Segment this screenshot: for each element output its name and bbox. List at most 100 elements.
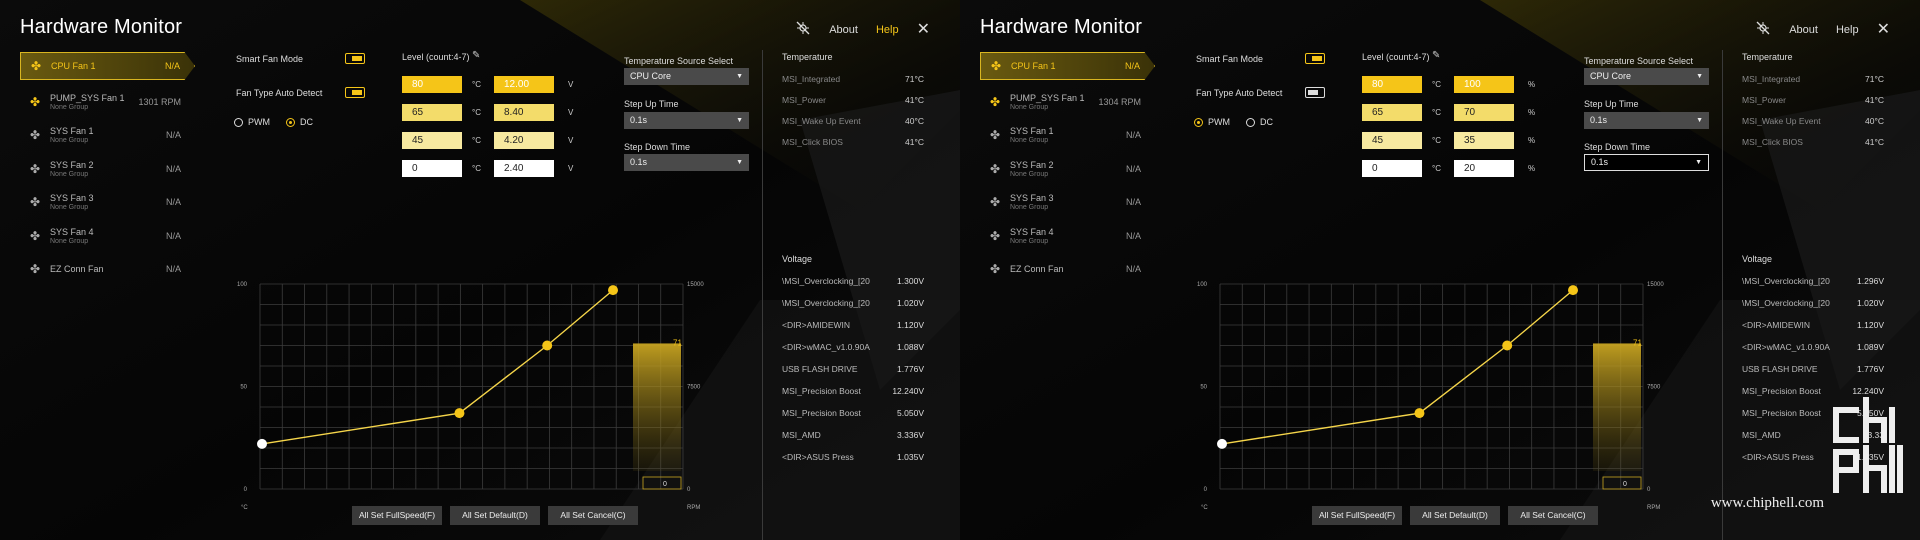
step-up-label: Step Up Time [624,99,679,109]
y-tick-label: 100 [237,282,248,288]
level-1-temp-input[interactable]: 80 [402,76,462,93]
temperature-row: MSI_Click BIOS 41°C [1742,137,1884,147]
hardware-monitor-panel-right: Hardware Monitor About Help ✕ ✤ CPU Fan … [960,0,1920,540]
fan-item-ez-conn-fan[interactable]: ✤ EZ Conn Fan N/A [20,253,195,287]
level-4-output-input[interactable]: 20 [1454,160,1514,177]
temp-source-select[interactable]: CPU Core ▼ [1584,68,1709,85]
voltage-row: MSI_Precision Boost 12.240V [1742,386,1884,396]
voltage-row: \MSI_Overclocking_[20 1.296V [1742,276,1884,286]
level-2-output-input[interactable]: 70 [1454,104,1514,121]
fan-item-sys-fan-4[interactable]: ✤ SYS Fan 4 None Group N/A [20,219,195,253]
level-3-output-input[interactable]: 35 [1454,132,1514,149]
edit-icon[interactable]: ✎ [1432,50,1441,61]
level-1-output-input[interactable]: 100 [1454,76,1514,93]
all-set-default-button[interactable]: All Set Default(D) [450,506,540,525]
voltage-row: <DIR>ASUS Press 1.035V [782,452,924,462]
fan-item-ez-conn-fan[interactable]: ✤ EZ Conn Fan N/A [980,253,1155,287]
temp-source-select[interactable]: CPU Core ▼ [624,68,749,85]
fan-item-sys-fan-4[interactable]: ✤ SYS Fan 4 None Group N/A [980,219,1155,253]
rpm-tick-label: 0 [1647,487,1651,493]
fan-type-auto-detect-toggle[interactable] [345,87,365,98]
temperature-heading: Temperature [782,52,833,62]
fan-curve-chart[interactable]: 100 50 0 °C 15000 7500 0 RPM 71 0 [1195,272,1675,512]
about-link[interactable]: About [829,23,858,36]
step-down-select[interactable]: 0.1s ▼ [1584,154,1709,171]
no-fan-icon[interactable] [795,20,811,39]
fan-item-cpu-fan-1[interactable]: ✤ CPU Fan 1 N/A [980,52,1155,80]
all-set-cancel-button[interactable]: All Set Cancel(C) [548,506,638,525]
rpm-tick-label: 0 [687,487,691,493]
voltage-row: MSI_AMD 3.33 [1742,430,1884,440]
level-1-output-input[interactable]: 12.00 [494,76,554,93]
fan-curve-line [261,289,614,445]
step-down-select[interactable]: 0.1s ▼ [624,154,749,171]
fan-item-sys-fan-3[interactable]: ✤ SYS Fan 3 None Group N/A [20,186,195,220]
fan-value: N/A [165,230,181,241]
current-temp-bar [633,343,681,471]
temp-unit: °C [1432,108,1441,117]
smart-fan-mode-toggle[interactable] [345,53,365,64]
step-up-select[interactable]: 0.1s ▼ [624,112,749,129]
level-2-output-input[interactable]: 8.40 [494,104,554,121]
about-link[interactable]: About [1789,23,1818,36]
current-temp-bar [1593,343,1641,471]
all-set-fullspeed-button[interactable]: All Set FullSpeed(F) [352,506,442,525]
fan-curve-chart[interactable]: 100 50 0 °C 15000 7500 0 RPM 71 0 [235,272,715,512]
fan-item-sys-fan-2[interactable]: ✤ SYS Fan 2 None Group N/A [980,152,1155,186]
mode-dc-radio[interactable]: DC [1246,117,1273,127]
help-link[interactable]: Help [875,23,899,36]
step-up-select[interactable]: 0.1s ▼ [1584,112,1709,129]
fan-item-cpu-fan-1[interactable]: ✤ CPU Fan 1 N/A [20,52,195,80]
close-icon[interactable]: ✕ [916,20,930,38]
fan-value: 1304 RPM [1098,96,1141,107]
output-unit: V [568,108,574,117]
all-set-cancel-button[interactable]: All Set Cancel(C) [1508,506,1598,525]
level-4-temp-input[interactable]: 0 [1362,160,1422,177]
fan-icon: ✤ [990,59,1002,73]
all-set-default-button[interactable]: All Set Default(D) [1410,506,1500,525]
fan-icon: ✤ [29,228,41,243]
fan-type-auto-detect-toggle[interactable] [1305,87,1325,98]
voltage-heading: Voltage [1742,254,1773,264]
fan-value: N/A [165,163,181,174]
temperature-row: MSI_Click BIOS 41°C [782,137,924,147]
fan-item-sys-fan-1[interactable]: ✤ SYS Fan 1 None Group N/A [20,119,195,153]
level-4-temp-input[interactable]: 0 [402,160,462,177]
fan-item-pump-sys-fan-1[interactable]: ✤ PUMP_SYS Fan 1 None Group 1301 RPM [20,85,195,119]
mode-pwm-radio[interactable]: PWM [234,117,270,127]
output-unit: V [568,164,574,173]
fan-icon: ✤ [30,59,42,73]
chevron-down-icon: ▼ [736,159,743,166]
voltage-row: <DIR>wMAC_v1.0.90A 1.088V [782,342,924,352]
level-2-temp-input[interactable]: 65 [1362,104,1422,121]
fan-item-pump-sys-fan-1[interactable]: ✤ PUMP_SYS Fan 1 None Group 1304 RPM [980,85,1155,119]
no-fan-icon[interactable] [1755,20,1771,39]
voltage-row: <DIR>AMIDEWIN 1.120V [1742,320,1884,330]
level-3-output-input[interactable]: 4.20 [494,132,554,149]
voltage-row: <DIR>AMIDEWIN 1.120V [782,320,924,330]
fan-group: None Group [1010,137,1049,145]
fan-icon: ✤ [989,262,1001,277]
level-3-temp-input[interactable]: 45 [402,132,462,149]
smart-fan-mode-toggle[interactable] [1305,53,1325,64]
level-4-output-input[interactable]: 2.40 [494,160,554,177]
rpm-tick-label: 15000 [1647,282,1664,288]
fan-value: N/A [165,130,181,141]
voltage-row: \MSI_Overclocking_[20 1.020V [1742,298,1884,308]
temp-unit: °C [472,80,481,89]
all-set-fullspeed-button[interactable]: All Set FullSpeed(F) [1312,506,1402,525]
mode-dc-radio[interactable]: DC [286,117,313,127]
level-2-temp-input[interactable]: 65 [402,104,462,121]
mode-pwm-radio[interactable]: PWM [1194,117,1230,127]
fan-item-sys-fan-3[interactable]: ✤ SYS Fan 3 None Group N/A [980,186,1155,220]
edit-icon[interactable]: ✎ [472,50,481,61]
help-link[interactable]: Help [1835,23,1859,36]
level-3-temp-input[interactable]: 45 [1362,132,1422,149]
close-icon[interactable]: ✕ [1876,20,1890,38]
fan-name: EZ Conn Fan [1010,263,1064,274]
step-down-label: Step Down Time [624,142,691,152]
top-bar: About Help ✕ [795,20,930,39]
level-1-temp-input[interactable]: 80 [1362,76,1422,93]
fan-item-sys-fan-2[interactable]: ✤ SYS Fan 2 None Group N/A [20,152,195,186]
fan-item-sys-fan-1[interactable]: ✤ SYS Fan 1 None Group N/A [980,119,1155,153]
